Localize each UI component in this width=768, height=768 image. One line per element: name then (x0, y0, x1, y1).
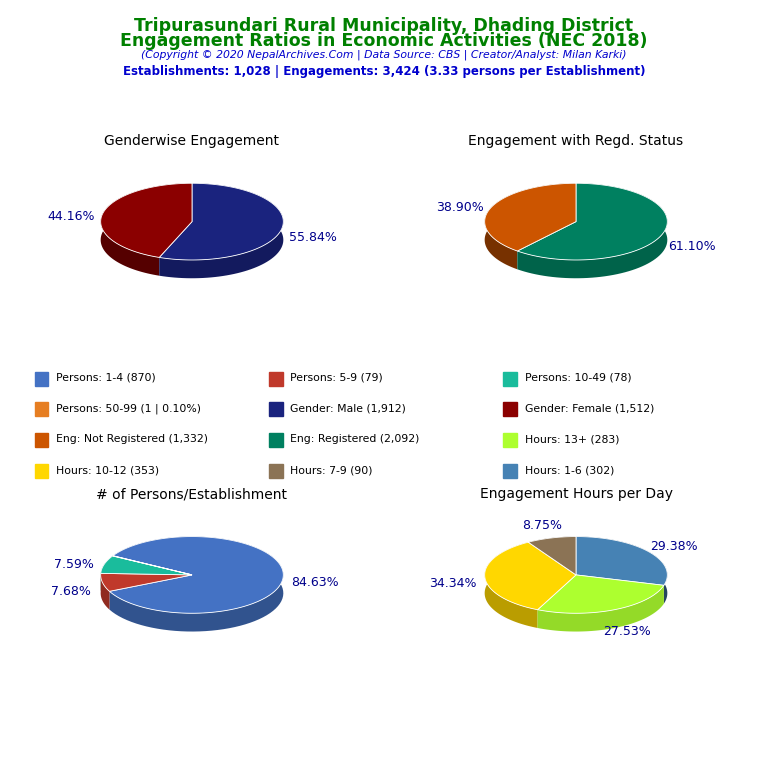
Polygon shape (101, 574, 110, 610)
Text: Tripurasundari Rural Municipality, Dhading District: Tripurasundari Rural Municipality, Dhadi… (134, 17, 634, 35)
Text: Hours: 10-12 (353): Hours: 10-12 (353) (56, 465, 159, 475)
Polygon shape (538, 585, 664, 631)
Text: 84.63%: 84.63% (291, 576, 339, 589)
Polygon shape (110, 537, 283, 614)
Polygon shape (528, 537, 576, 561)
Text: 8.75%: 8.75% (522, 519, 562, 532)
Text: Hours: 7-9 (90): Hours: 7-9 (90) (290, 465, 372, 475)
Text: Establishments: 1,028 | Engagements: 3,424 (3.33 persons per Establishment): Establishments: 1,028 | Engagements: 3,4… (123, 65, 645, 78)
Text: Hours: 13+ (283): Hours: 13+ (283) (525, 435, 619, 445)
Text: 44.16%: 44.16% (47, 210, 94, 223)
Polygon shape (576, 537, 667, 585)
Title: Engagement Hours per Day: Engagement Hours per Day (479, 487, 673, 501)
Text: Engagement Ratios in Economic Activities (NEC 2018): Engagement Ratios in Economic Activities… (121, 32, 647, 50)
Polygon shape (113, 556, 192, 575)
Text: Persons: 1-4 (870): Persons: 1-4 (870) (56, 373, 156, 383)
Polygon shape (538, 575, 664, 614)
Polygon shape (518, 184, 667, 260)
Polygon shape (485, 184, 576, 270)
Text: Persons: 10-49 (78): Persons: 10-49 (78) (525, 373, 631, 383)
Text: Persons: 50-99 (1 | 0.10%): Persons: 50-99 (1 | 0.10%) (56, 403, 201, 414)
Polygon shape (485, 542, 538, 628)
Polygon shape (518, 184, 667, 278)
Polygon shape (528, 537, 576, 575)
Polygon shape (159, 184, 283, 260)
Polygon shape (101, 184, 192, 276)
Polygon shape (101, 556, 192, 575)
Polygon shape (485, 184, 576, 251)
Text: 55.84%: 55.84% (290, 231, 337, 244)
Text: Persons: 5-9 (79): Persons: 5-9 (79) (290, 373, 383, 383)
Text: Hours: 1-6 (302): Hours: 1-6 (302) (525, 465, 614, 475)
Text: Eng: Registered (2,092): Eng: Registered (2,092) (290, 435, 419, 445)
Text: Gender: Female (1,512): Gender: Female (1,512) (525, 404, 654, 414)
Title: Engagement with Regd. Status: Engagement with Regd. Status (468, 134, 684, 147)
Text: 34.34%: 34.34% (429, 578, 477, 590)
Polygon shape (576, 537, 667, 604)
Text: 61.10%: 61.10% (668, 240, 716, 253)
Text: 29.38%: 29.38% (650, 540, 698, 553)
Text: Eng: Not Registered (1,332): Eng: Not Registered (1,332) (56, 435, 208, 445)
Polygon shape (159, 184, 283, 278)
Polygon shape (101, 184, 192, 257)
Polygon shape (101, 574, 192, 591)
Text: 27.53%: 27.53% (604, 625, 651, 638)
Text: 7.68%: 7.68% (51, 585, 91, 598)
Text: Gender: Male (1,912): Gender: Male (1,912) (290, 404, 406, 414)
Title: Genderwise Engagement: Genderwise Engagement (104, 134, 280, 147)
Polygon shape (485, 542, 576, 610)
Polygon shape (110, 537, 283, 631)
Text: 7.59%: 7.59% (54, 558, 94, 571)
Title: # of Persons/Establishment: # of Persons/Establishment (97, 487, 287, 501)
Polygon shape (101, 556, 113, 591)
Text: (Copyright © 2020 NepalArchives.Com | Data Source: CBS | Creator/Analyst: Milan : (Copyright © 2020 NepalArchives.Com | Da… (141, 49, 627, 60)
Text: 38.90%: 38.90% (436, 201, 484, 214)
